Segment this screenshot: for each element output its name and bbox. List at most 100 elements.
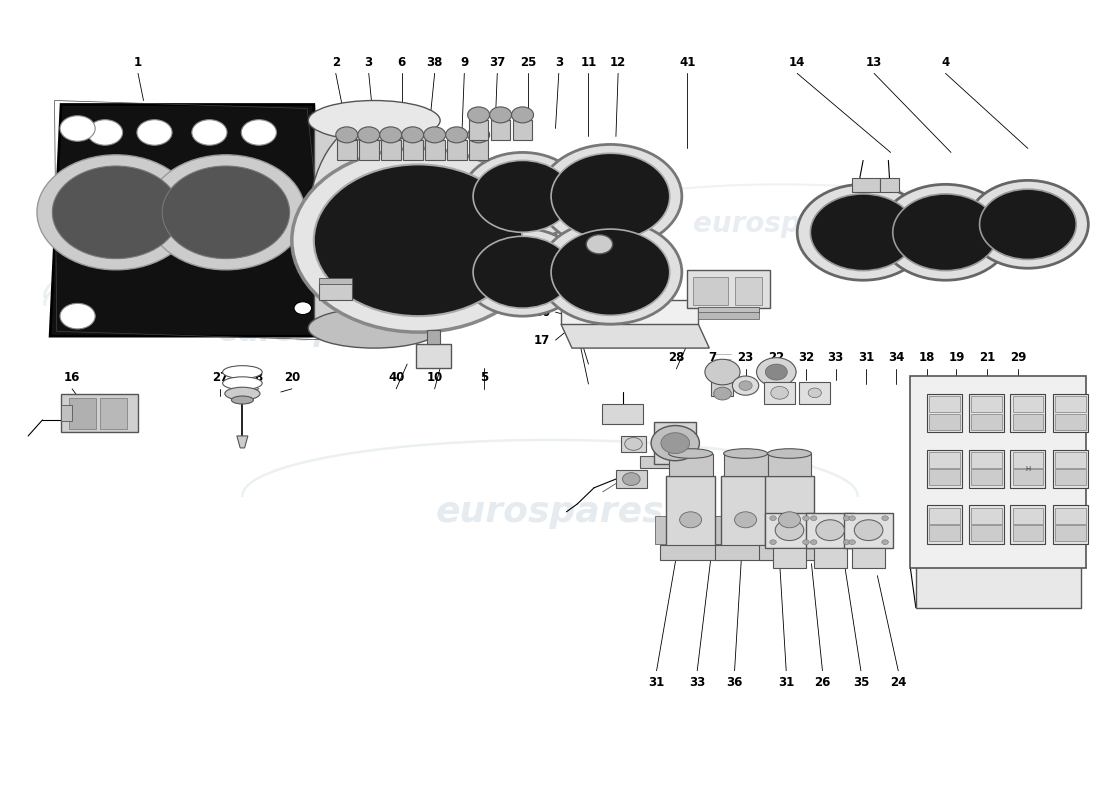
Text: 9: 9 — [460, 55, 469, 69]
Text: 28: 28 — [668, 351, 684, 364]
Polygon shape — [51, 105, 324, 336]
Circle shape — [468, 127, 490, 143]
Text: eurospares: eurospares — [436, 495, 664, 529]
Bar — [1055, 526, 1086, 542]
Bar — [766, 513, 814, 548]
Bar — [1055, 396, 1086, 412]
Bar — [1055, 470, 1086, 486]
Bar — [1055, 414, 1086, 430]
Bar — [1053, 450, 1088, 488]
Bar — [491, 121, 510, 141]
Bar — [800, 382, 830, 404]
Bar — [930, 508, 960, 524]
Circle shape — [855, 520, 883, 541]
Circle shape — [882, 540, 889, 545]
Bar — [660, 546, 722, 560]
Bar — [971, 452, 1001, 468]
Circle shape — [551, 154, 670, 239]
Circle shape — [844, 540, 850, 545]
Text: 4: 4 — [942, 55, 949, 69]
Bar — [759, 546, 821, 560]
Text: 38: 38 — [427, 55, 443, 69]
Bar — [621, 436, 646, 452]
Bar — [69, 398, 97, 429]
Text: 35: 35 — [852, 675, 869, 689]
Bar — [416, 344, 451, 368]
Bar — [1010, 506, 1045, 544]
Bar — [971, 470, 1001, 486]
Circle shape — [490, 107, 512, 123]
Circle shape — [803, 516, 810, 521]
Bar — [852, 178, 880, 192]
Circle shape — [714, 387, 732, 400]
Bar — [971, 508, 1001, 524]
Circle shape — [136, 120, 172, 146]
Bar — [927, 450, 962, 488]
Bar — [930, 396, 960, 412]
Text: 13: 13 — [866, 55, 882, 69]
Circle shape — [770, 516, 777, 521]
Circle shape — [893, 194, 998, 270]
Text: eurospares: eurospares — [693, 210, 869, 238]
Circle shape — [849, 516, 856, 521]
Bar — [425, 141, 444, 161]
Bar — [927, 394, 962, 432]
Bar — [755, 516, 766, 544]
Circle shape — [623, 473, 640, 486]
Bar — [319, 278, 352, 284]
Circle shape — [462, 228, 583, 316]
Bar — [403, 141, 422, 161]
Text: 8: 8 — [255, 371, 263, 384]
Text: 15: 15 — [534, 278, 550, 290]
Text: 3: 3 — [554, 55, 563, 69]
Bar — [1012, 452, 1043, 468]
Circle shape — [757, 358, 796, 386]
Circle shape — [779, 512, 801, 528]
Text: 7: 7 — [708, 351, 717, 364]
Text: 33: 33 — [689, 675, 705, 689]
Circle shape — [808, 388, 822, 398]
Circle shape — [811, 516, 817, 521]
Circle shape — [849, 540, 856, 545]
Bar — [319, 282, 352, 300]
Bar — [770, 516, 781, 544]
Text: 40: 40 — [388, 371, 405, 384]
Bar — [766, 476, 814, 548]
Circle shape — [661, 433, 690, 454]
Bar — [1012, 414, 1043, 430]
Polygon shape — [561, 324, 710, 348]
Text: 36: 36 — [726, 675, 742, 689]
Text: 37: 37 — [490, 55, 505, 69]
Ellipse shape — [231, 396, 253, 404]
Bar — [814, 516, 825, 544]
Bar — [359, 141, 378, 161]
Bar — [698, 312, 759, 318]
Bar — [930, 414, 960, 430]
Circle shape — [816, 520, 845, 541]
Bar — [930, 470, 960, 486]
Bar — [513, 121, 532, 141]
Circle shape — [776, 520, 804, 541]
Circle shape — [811, 540, 817, 545]
Bar — [971, 396, 1001, 412]
Bar — [711, 516, 722, 544]
Bar — [806, 513, 855, 548]
Bar — [911, 376, 1086, 568]
Text: 29: 29 — [1010, 351, 1026, 364]
Circle shape — [162, 166, 289, 258]
Bar — [724, 454, 768, 476]
Circle shape — [60, 303, 96, 329]
Bar — [715, 516, 726, 544]
Bar — [427, 330, 440, 344]
Bar — [688, 270, 770, 308]
Circle shape — [811, 194, 916, 270]
Circle shape — [798, 184, 930, 280]
Circle shape — [980, 189, 1076, 259]
Bar — [852, 548, 886, 568]
Bar — [616, 470, 647, 488]
Ellipse shape — [669, 449, 713, 458]
Circle shape — [241, 120, 276, 146]
Text: 31: 31 — [648, 675, 664, 689]
Text: 21: 21 — [979, 351, 996, 364]
Bar — [715, 546, 777, 560]
